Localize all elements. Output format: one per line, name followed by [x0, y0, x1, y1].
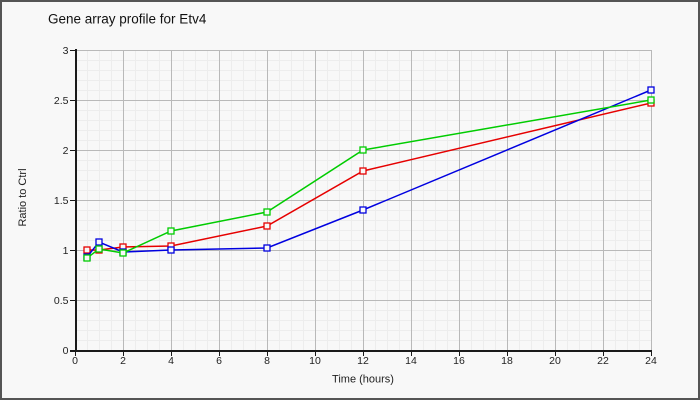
svg-text:2: 2 — [63, 145, 69, 157]
svg-text:Gene array profile for Etv4: Gene array profile for Etv4 — [48, 11, 207, 26]
svg-text:16: 16 — [453, 355, 465, 367]
svg-text:18: 18 — [501, 355, 513, 367]
svg-text:20: 20 — [549, 355, 561, 367]
svg-text:0: 0 — [63, 345, 69, 357]
svg-text:0: 0 — [72, 355, 78, 367]
svg-text:4: 4 — [168, 355, 174, 367]
svg-text:8: 8 — [264, 355, 270, 367]
svg-text:1: 1 — [63, 245, 69, 257]
svg-text:0.5: 0.5 — [54, 295, 69, 307]
svg-text:12: 12 — [357, 355, 369, 367]
svg-text:6: 6 — [216, 355, 222, 367]
svg-text:14: 14 — [405, 355, 417, 367]
svg-text:24: 24 — [645, 355, 657, 367]
svg-text:3: 3 — [63, 45, 69, 57]
svg-text:2: 2 — [120, 355, 126, 367]
svg-text:2.5: 2.5 — [54, 95, 69, 107]
svg-text:Ratio to Ctrl: Ratio to Ctrl — [17, 168, 29, 226]
svg-text:Time (hours): Time (hours) — [332, 374, 394, 386]
svg-text:1.5: 1.5 — [54, 195, 69, 207]
svg-text:10: 10 — [309, 355, 321, 367]
svg-text:22: 22 — [597, 355, 609, 367]
